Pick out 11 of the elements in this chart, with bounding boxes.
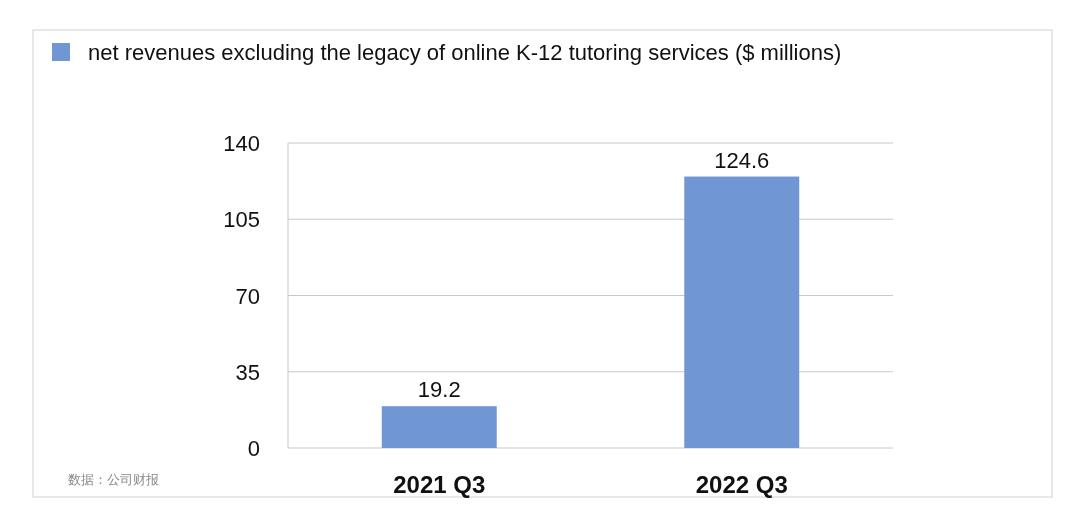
data-label: 124.6 (714, 147, 770, 173)
x-tick-label: 2021 Q3 (393, 471, 486, 498)
x-tick-label: 2022 Q3 (695, 471, 788, 498)
legend-label: net revenues excluding the legacy of online K-12 tutoring services ($ millions) (88, 40, 842, 65)
y-tick-label: 70 (235, 283, 260, 309)
data-label: 19.2 (417, 377, 461, 403)
text: 数据：公司财报 (68, 472, 159, 487)
y-tick-label: 0 (247, 436, 260, 461)
y-tick-label: 105 (223, 207, 260, 233)
y-tick-label: 140 (223, 131, 260, 156)
y-tick-label: 35 (235, 359, 260, 385)
